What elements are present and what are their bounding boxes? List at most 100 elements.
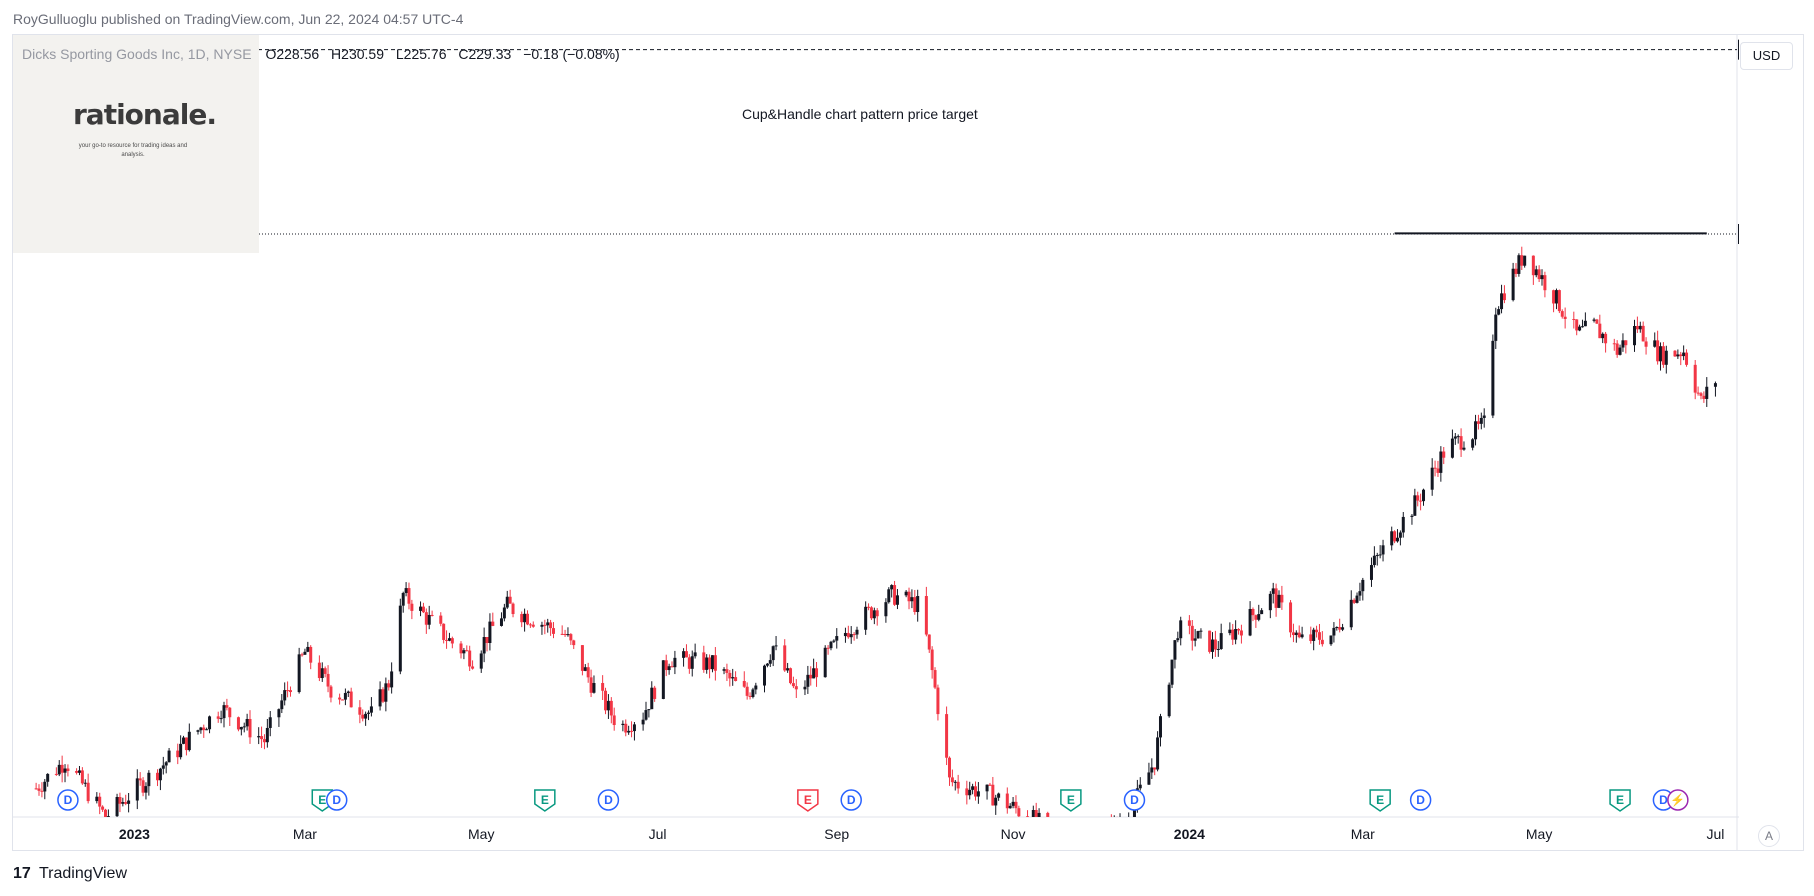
symbol-legend: Dicks Sporting Goods Inc, 1D, NYSE O228.… bbox=[22, 46, 628, 62]
candle-body bbox=[1693, 364, 1697, 393]
candle-body bbox=[789, 668, 793, 684]
candle-body bbox=[283, 690, 287, 701]
candle-body bbox=[471, 666, 475, 669]
candle-body bbox=[664, 660, 668, 671]
candle-body bbox=[748, 695, 752, 697]
candle-body bbox=[401, 592, 405, 606]
candle-body bbox=[936, 687, 940, 715]
candle-body bbox=[997, 793, 1001, 798]
candle-body bbox=[1179, 620, 1183, 639]
candle-body bbox=[1531, 255, 1535, 276]
candle-body bbox=[1034, 810, 1038, 817]
earnings-marker-label: E bbox=[541, 793, 549, 807]
candle-body bbox=[1176, 638, 1180, 641]
time-tick-label: Nov bbox=[1001, 826, 1026, 842]
candle-body bbox=[378, 689, 382, 707]
candle-body bbox=[419, 606, 423, 611]
symbol-title[interactable]: Dicks Sporting Goods Inc, 1D, NYSE bbox=[22, 46, 252, 62]
candle-body bbox=[1439, 451, 1443, 473]
candle-body bbox=[1352, 599, 1356, 603]
candle-body bbox=[1297, 632, 1301, 638]
candle-body bbox=[1583, 320, 1587, 327]
candle-body bbox=[262, 739, 266, 743]
chart-frame bbox=[12, 34, 1804, 851]
candle-body bbox=[101, 806, 105, 810]
candle-body bbox=[1254, 615, 1258, 620]
candle-body bbox=[815, 668, 819, 678]
footer-brand: TradingView bbox=[38, 865, 127, 882]
candle-body bbox=[1641, 325, 1645, 342]
pattern-annotation[interactable]: Cup&Handle chart pattern price target bbox=[742, 106, 978, 122]
candle-body bbox=[895, 595, 899, 605]
candle-body bbox=[1543, 275, 1547, 291]
candle-body bbox=[1476, 421, 1480, 424]
candle-body bbox=[202, 727, 206, 731]
candle-body bbox=[945, 714, 949, 758]
time-tick-label: 2023 bbox=[119, 826, 150, 842]
earnings-marker-icon bbox=[797, 789, 819, 812]
candle-body bbox=[924, 596, 928, 635]
candle-body bbox=[450, 638, 454, 644]
candle-body bbox=[693, 652, 697, 657]
candle-body bbox=[459, 643, 463, 654]
candle-body bbox=[156, 772, 160, 781]
candle-body bbox=[650, 687, 654, 710]
tradingview-footer[interactable]: 17 TradingView bbox=[13, 865, 127, 883]
candle-body bbox=[407, 588, 411, 604]
candle-body bbox=[1309, 634, 1313, 641]
tradingview-logo-icon: 17 bbox=[13, 865, 31, 882]
candle-body bbox=[1173, 640, 1177, 660]
candle-body bbox=[303, 651, 307, 655]
candle-body bbox=[427, 614, 431, 625]
candle-body bbox=[1497, 309, 1501, 315]
candle-body bbox=[1696, 392, 1700, 394]
candle-body bbox=[445, 639, 449, 641]
candle-body bbox=[641, 719, 645, 725]
candle-body bbox=[421, 606, 425, 613]
candle-body bbox=[1702, 395, 1706, 399]
candle-body bbox=[1011, 801, 1015, 806]
candle-body bbox=[404, 588, 408, 593]
candle-body bbox=[326, 673, 330, 687]
candle-body bbox=[1008, 805, 1012, 809]
candle-body bbox=[916, 596, 920, 613]
candle-body bbox=[135, 778, 139, 801]
time-tick-label: May bbox=[468, 826, 494, 842]
candle-body bbox=[829, 641, 833, 649]
candle-body bbox=[1378, 554, 1382, 556]
candle-body bbox=[300, 654, 304, 656]
candle-body bbox=[1612, 343, 1616, 345]
candle-body bbox=[933, 670, 937, 688]
candle-body bbox=[390, 671, 394, 688]
candle-body bbox=[910, 597, 914, 602]
candle-body bbox=[682, 651, 686, 658]
candle-body bbox=[176, 750, 180, 758]
candle-body bbox=[812, 668, 816, 679]
price-chart[interactable]: 113.00119.00126.00133.00141.00149.00159.… bbox=[13, 35, 1739, 851]
candle-body bbox=[572, 640, 576, 646]
candle-body bbox=[75, 770, 79, 773]
candle-body bbox=[1705, 386, 1709, 399]
candle-body bbox=[1430, 467, 1434, 490]
candle-body bbox=[687, 657, 691, 669]
candle-body bbox=[1474, 421, 1478, 440]
dividend-marker-icon bbox=[1409, 789, 1432, 811]
candle-body bbox=[725, 669, 729, 673]
candle-body bbox=[864, 606, 868, 630]
candle-body bbox=[147, 772, 151, 787]
candle-body bbox=[791, 683, 795, 687]
ohlc-low: L225.76 bbox=[395, 46, 447, 62]
currency-button[interactable]: USD bbox=[1740, 42, 1793, 70]
candle-body bbox=[1563, 316, 1567, 319]
time-tick-label: Jul bbox=[1706, 826, 1724, 842]
candle-body bbox=[1644, 341, 1648, 347]
candle-body bbox=[1231, 629, 1235, 640]
candle-body bbox=[199, 727, 203, 731]
candle-body bbox=[367, 712, 371, 714]
candle-body bbox=[286, 690, 290, 692]
candle-body bbox=[491, 621, 495, 626]
auto-scale-button[interactable]: A bbox=[1758, 825, 1780, 847]
candle-body bbox=[569, 634, 573, 641]
candle-body bbox=[225, 705, 229, 708]
candle-body bbox=[1450, 438, 1454, 458]
